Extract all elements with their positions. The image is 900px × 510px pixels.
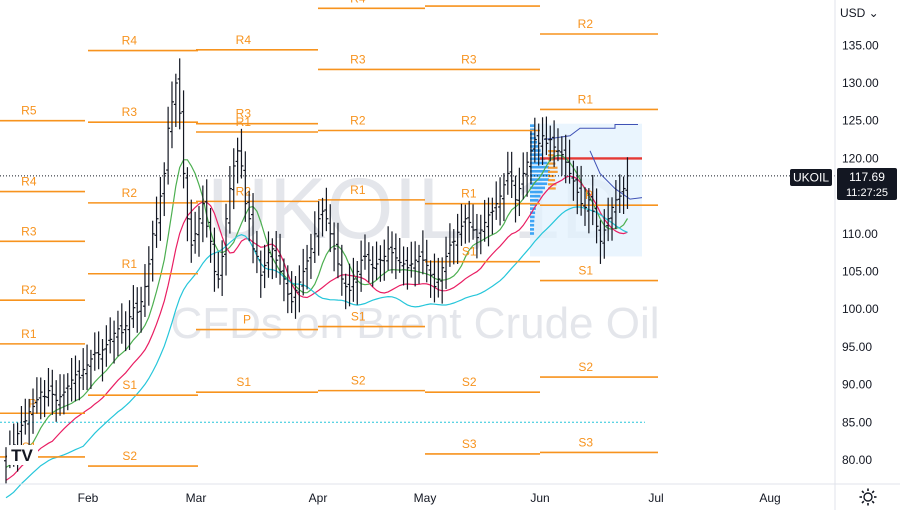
pivot-label-r2: R2 (21, 283, 37, 297)
price-tick-label: 85.00 (842, 415, 872, 429)
volume-profile-row (530, 170, 550, 173)
pivot-label-r4: R4 (21, 175, 37, 189)
time-tick-label: Jun (530, 491, 549, 505)
pivot-label-s3: S3 (462, 437, 477, 451)
pivot-label-s1: S1 (236, 375, 251, 389)
volume-profile-row (530, 228, 534, 231)
price-tick-label: 95.00 (842, 340, 872, 354)
pivot-label-r4: R4 (350, 0, 366, 5)
volume-profile-row (530, 220, 534, 223)
pivot-label-s1: S1 (351, 310, 366, 324)
time-tick-label: Aug (759, 491, 780, 505)
pivot-label-r3: R3 (122, 105, 138, 119)
pivot-label-r5: R5 (21, 104, 37, 118)
volume-profile-row (530, 195, 540, 198)
pivot-label-r2: R2 (578, 17, 594, 31)
pivot-label-r2: R2 (350, 114, 366, 128)
price-tick-label: 80.00 (842, 453, 872, 467)
logo-mark: TV (11, 446, 33, 465)
pivot-label-p: P (243, 313, 251, 327)
pivot-label-r1: R1 (122, 257, 138, 271)
price-tick-label: 110.00 (842, 227, 878, 241)
pivot-label-s1: S1 (578, 264, 593, 278)
pivot-label-r4: R4 (236, 33, 252, 47)
gear-icon (856, 486, 880, 508)
price-tick-label: 125.00 (842, 114, 879, 128)
bar-countdown: 11:27:25 (846, 187, 888, 199)
pivot-label-r1: R1 (21, 327, 37, 341)
volume-profile-row-up (548, 171, 558, 173)
time-tick-label: Mar (186, 491, 207, 505)
time-tick-label: Jul (648, 491, 663, 505)
tradingview-logo[interactable]: TV (7, 445, 38, 465)
pivot-label-r3: R3 (21, 224, 37, 238)
settings-button[interactable] (856, 486, 880, 508)
volume-profile-row (530, 153, 543, 156)
price-tick-label: 130.00 (842, 76, 879, 90)
volume-profile-row-up (548, 154, 554, 156)
pivot-label-r1: R1 (461, 187, 477, 201)
pivot-label-s1: S1 (122, 378, 137, 392)
pivot-label-s2: S2 (578, 360, 593, 374)
symbol-tag: UKOIL (793, 171, 829, 185)
pivot-label-r3: R3 (461, 52, 477, 66)
pivot-label-r1: R1 (578, 92, 594, 106)
volume-profile-row (530, 232, 534, 235)
pivot-label-s2: S2 (122, 449, 137, 463)
volume-profile-row (530, 178, 549, 181)
time-tick-label: May (414, 491, 437, 505)
price-tick-label: 120.00 (842, 151, 879, 165)
volume-profile-row (530, 124, 534, 127)
volume-profile-row (530, 191, 543, 194)
pivot-label-s2: S2 (462, 375, 477, 389)
pivot-label-r4: R4 (122, 34, 138, 48)
currency-selector-button[interactable]: USD ⌄ (840, 6, 879, 20)
price-tick-label: 90.00 (842, 378, 872, 392)
pivot-label-r3: R3 (350, 52, 366, 66)
pivot-label-r2: R2 (461, 114, 477, 128)
pivot-label-r1: R1 (350, 183, 366, 197)
volume-profile-row (530, 224, 534, 227)
volume-profile-row (530, 216, 535, 219)
pivot-label-r2: R2 (122, 186, 138, 200)
last-price-value: 117.69 (849, 170, 885, 184)
time-tick-label: Apr (309, 491, 328, 505)
volume-profile-row-up (548, 175, 555, 177)
pivot-label-s1: S1 (462, 245, 477, 259)
pivot-label-s2: S2 (351, 374, 366, 388)
volume-profile-row-up (548, 167, 558, 169)
pivot-label-r4: R4 (461, 0, 477, 3)
price-tick-label: 100.00 (842, 302, 879, 316)
pivot-label-r3: R3 (236, 107, 252, 121)
volume-profile-row (530, 199, 539, 202)
price-tick-label: 135.00 (842, 38, 879, 52)
pivot-label-s3: S3 (578, 435, 593, 449)
price-tick-label: 105.00 (842, 265, 879, 279)
volume-profile-row-up (548, 179, 555, 181)
time-tick-label: Feb (78, 491, 99, 505)
volume-profile-row-up (548, 150, 557, 152)
